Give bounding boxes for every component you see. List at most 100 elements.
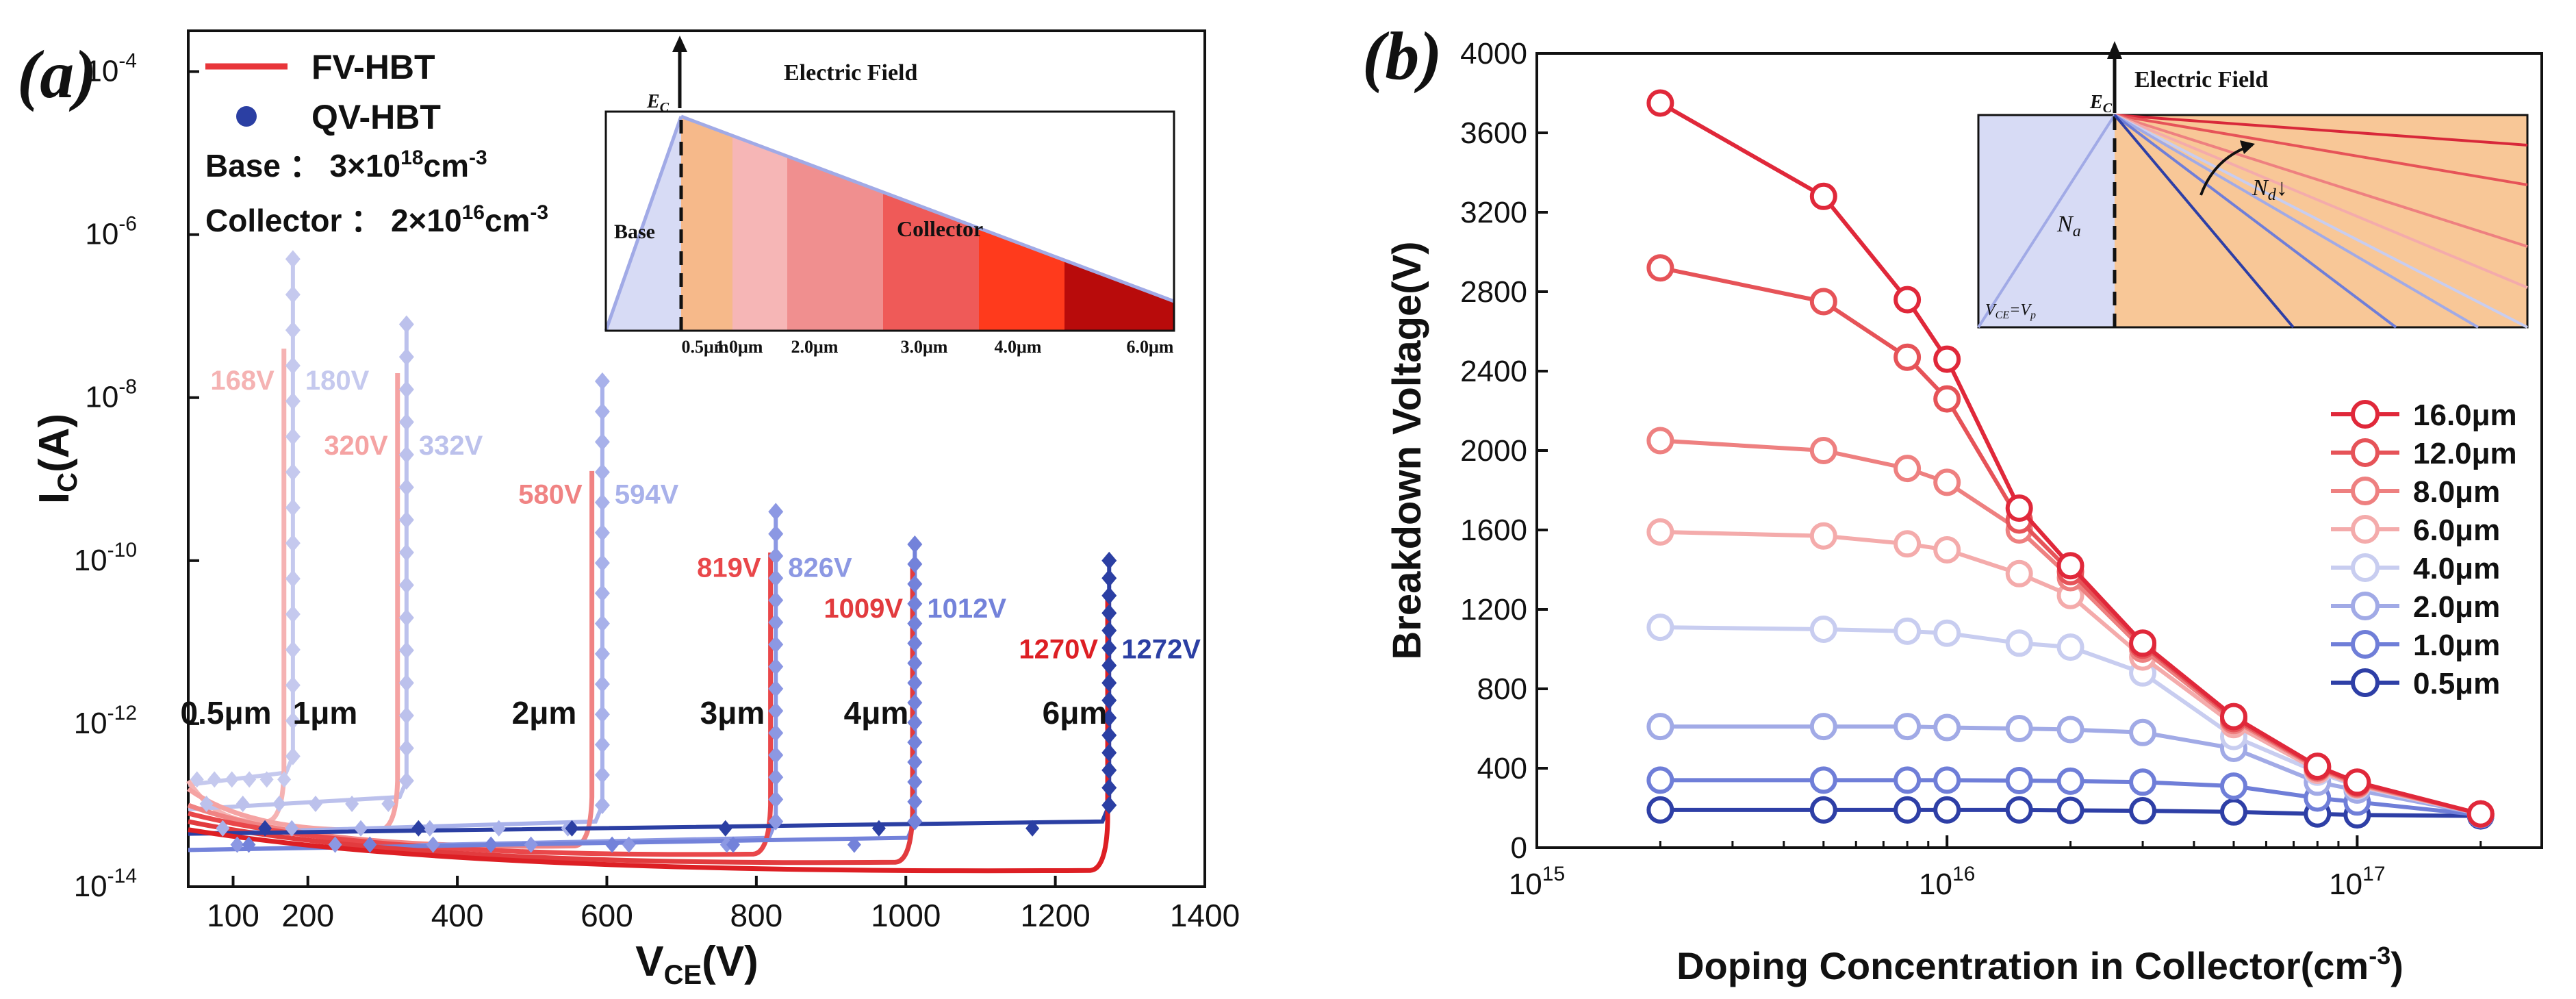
inset-b-vce: VCE=Vp bbox=[1985, 301, 2036, 321]
panel-b-xtick-base: 10 bbox=[1919, 868, 1952, 901]
qv-marker-icon bbox=[768, 635, 784, 654]
legend-label: 8.0μm bbox=[2413, 475, 2500, 509]
qv-marker-icon bbox=[594, 705, 610, 724]
inset-b-field-line bbox=[2114, 114, 2528, 248]
series-point bbox=[2005, 494, 2033, 522]
panel-b-ytick-label: 4000 bbox=[1460, 37, 1527, 71]
qv-leak-marker-icon bbox=[565, 820, 579, 837]
panel-a-ytick-exp: -8 bbox=[118, 376, 137, 399]
series-point bbox=[1809, 713, 1837, 741]
qv-marker-icon bbox=[768, 746, 784, 764]
panel-b-inset: Electric Field EC Na Nd↓ VCE=Vp bbox=[1977, 41, 2529, 329]
series-point bbox=[2219, 798, 2247, 826]
panel-a-ytick-base: 10 bbox=[85, 55, 118, 88]
panel-a-markers bbox=[190, 250, 1117, 853]
qv-marker-icon bbox=[907, 654, 923, 672]
inset-b-nd-sub: d bbox=[2268, 186, 2277, 204]
qv-marker-icon bbox=[398, 707, 414, 724]
qv-marker-icon bbox=[285, 286, 301, 304]
qv-marker-icon bbox=[398, 609, 414, 627]
fv-curve bbox=[187, 470, 595, 849]
inset-b-vce-sub: CE bbox=[1995, 309, 2010, 321]
panel-b-ytick-label: 1600 bbox=[1460, 514, 1527, 547]
series-point bbox=[1646, 614, 1674, 642]
qv-marker-icon bbox=[768, 790, 784, 809]
inset-b-field-line bbox=[2114, 114, 2528, 147]
panel-a-ytick-label: 10-10 bbox=[74, 539, 137, 577]
panel-a-tag: (a) bbox=[17, 36, 97, 112]
series-point bbox=[1646, 89, 1674, 117]
series-point bbox=[1893, 796, 1922, 824]
panel-b-xtick-exp: 15 bbox=[1542, 863, 1565, 885]
qv-marker-icon bbox=[285, 356, 301, 375]
inset-b-title: Electric Field bbox=[2134, 67, 2269, 92]
series-point bbox=[2005, 629, 2033, 657]
inset-b-na-main: N bbox=[2056, 212, 2074, 237]
series-point bbox=[2005, 766, 2033, 794]
qv-marker-icon bbox=[907, 574, 923, 593]
thickness-label: 3μm bbox=[700, 695, 765, 731]
panel-b-ytick-label: 800 bbox=[1477, 672, 1527, 706]
panel-a-ytick-base: 10 bbox=[85, 381, 118, 414]
qv-leak-marker-icon bbox=[718, 820, 732, 837]
qv-leak-marker-icon bbox=[225, 771, 239, 788]
panel-b-xtick-exp: 17 bbox=[2362, 863, 2385, 885]
inset-a-base-field bbox=[604, 116, 683, 331]
inset-a-collector-label: Collector bbox=[897, 216, 983, 241]
fv-curve bbox=[188, 552, 774, 857]
fv-breakdown-label: 580V bbox=[518, 479, 583, 509]
qv-marker-icon bbox=[285, 392, 301, 410]
qv-leak-marker-icon bbox=[259, 771, 274, 788]
thickness-label: 2μm bbox=[512, 695, 577, 731]
panel-b-ytick-label: 3200 bbox=[1460, 196, 1527, 229]
panel-b-xlabel-tail: ) bbox=[2390, 944, 2403, 987]
qv-marker-icon bbox=[398, 413, 414, 431]
panel-a-legend: FV-HBT QV-HBT bbox=[205, 48, 441, 136]
series-point bbox=[1809, 182, 1837, 210]
qv-marker-icon bbox=[1101, 604, 1117, 622]
inset-b-field-line bbox=[2113, 114, 2295, 329]
qv-leak-marker-icon bbox=[308, 796, 322, 813]
legend-label: 6.0μm bbox=[2413, 514, 2500, 547]
qv-marker-icon bbox=[594, 523, 610, 542]
panel-a-xtick-label: 400 bbox=[431, 898, 484, 933]
panel-b-y-axis: 0 400 800 1200 1600 2000 2400 2800 3200 3600 4000 bbox=[1460, 37, 1548, 865]
inset-b-ec: EC bbox=[2089, 92, 2113, 116]
qv-marker-icon bbox=[594, 433, 610, 451]
inset-b-na: Na bbox=[2056, 212, 2081, 240]
qv-marker-icon bbox=[285, 463, 301, 481]
qv-marker-icon bbox=[1101, 674, 1117, 692]
qv-leak-marker-icon bbox=[235, 796, 250, 813]
panel-a-plot-frame bbox=[187, 29, 1206, 888]
fv-breakdown-label: 320V bbox=[324, 431, 388, 461]
qv-leak-marker-icon bbox=[847, 836, 861, 853]
qv-leak-marker-icon bbox=[363, 836, 377, 853]
inset-a-tick-label: 3.0μm bbox=[901, 337, 948, 357]
qv-leak-marker-icon bbox=[354, 820, 368, 837]
inset-b-vp-sub: p bbox=[2030, 309, 2036, 321]
panel-b-ytick-label: 2000 bbox=[1460, 434, 1527, 468]
series-point bbox=[1933, 713, 1961, 742]
qv-leak-marker-icon bbox=[216, 820, 230, 837]
qv-marker-icon bbox=[594, 554, 610, 572]
series-point bbox=[2129, 718, 2157, 746]
inset-a-tick-label: 4.0μm bbox=[995, 337, 1042, 357]
panel-a-x-axis: 100 200 400 600 800 1000 1200 1400 bbox=[207, 876, 1240, 933]
panel-a-ytick-exp: -14 bbox=[107, 865, 137, 887]
qv-leak-marker-icon bbox=[207, 771, 222, 788]
panel-b-ytick-label: 2400 bbox=[1460, 355, 1527, 388]
thickness-label: 1μm bbox=[293, 695, 358, 731]
series-point bbox=[1809, 522, 1837, 550]
inset-b-field-line bbox=[2113, 114, 2479, 329]
inset-b-ec-main: E bbox=[2089, 92, 2103, 113]
panel-b-series bbox=[1646, 89, 2495, 830]
qv-marker-icon bbox=[285, 427, 301, 446]
panel-b-xtick-exp: 16 bbox=[1952, 863, 1975, 885]
qv-leak-marker-icon bbox=[190, 771, 204, 788]
panel-a-xlabel-unit: (V) bbox=[702, 938, 758, 985]
thickness-label: 6μm bbox=[1043, 695, 1108, 731]
qv-marker-icon bbox=[907, 694, 923, 712]
inset-a-region bbox=[787, 156, 883, 331]
qv-marker-icon bbox=[285, 570, 301, 588]
qv-marker-icon bbox=[285, 321, 301, 340]
